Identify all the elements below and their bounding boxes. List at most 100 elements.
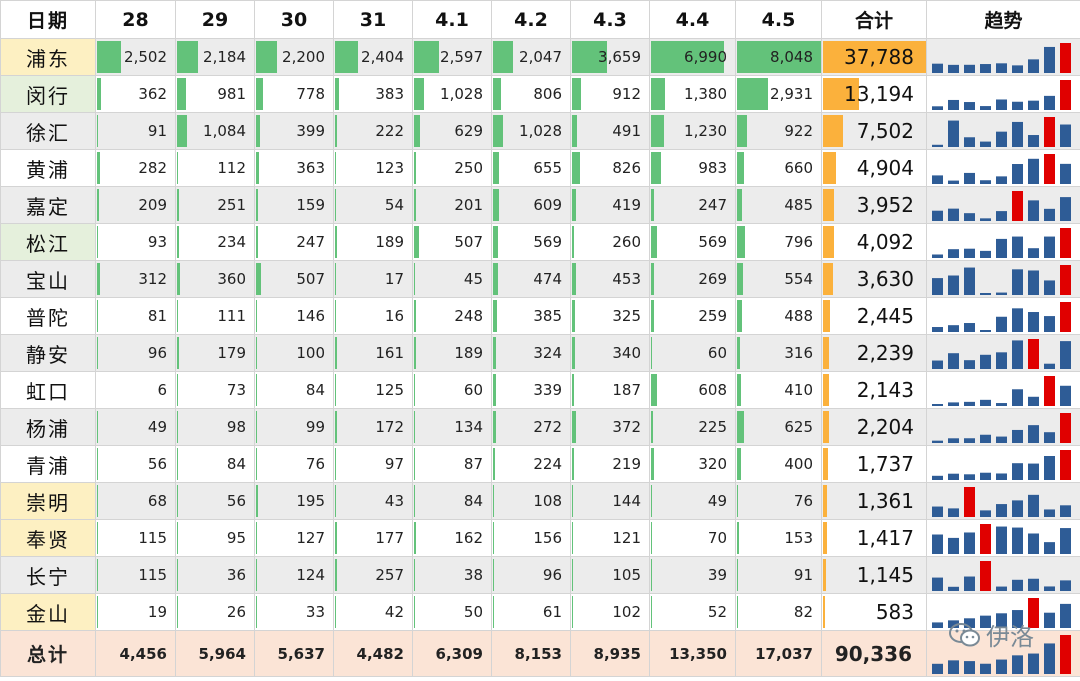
data-bar [414, 522, 416, 554]
total-bar [823, 78, 859, 110]
cell-value: 61 [542, 603, 562, 621]
header-trend: 趋势 [926, 0, 1080, 39]
row-total-cell: 4,904 [821, 149, 927, 187]
cell-value: 222 [375, 122, 404, 140]
daily-value-cell: 93 [95, 223, 176, 261]
daily-value-cell: 134 [412, 408, 492, 446]
cell-value: 153 [784, 529, 813, 547]
row-total-cell: 1,737 [821, 445, 927, 483]
daily-value-cell: 385 [491, 297, 571, 335]
sparkline-bar [1028, 494, 1039, 517]
sparkline-bar [948, 208, 959, 221]
data-bar [737, 559, 738, 591]
data-bar [335, 78, 339, 110]
sparkline-bar [1044, 542, 1055, 554]
data-bar [256, 485, 258, 517]
cell-value: 95 [226, 529, 246, 547]
table-row: 青浦 56 84 76 97 87 224 219 320 400 1,737 [0, 445, 1080, 483]
daily-value-cell: 259 [649, 297, 736, 335]
trend-sparkline [926, 556, 1080, 594]
sparkline-bar [1028, 59, 1039, 73]
trend-sparkline [926, 75, 1080, 113]
daily-value-cell: 111 [175, 297, 255, 335]
total-bar [823, 337, 830, 369]
footer-value: 4,456 [95, 630, 176, 677]
sparkline-bar [1028, 200, 1039, 221]
daily-value-cell: 453 [570, 260, 650, 298]
daily-value-cell: 224 [491, 445, 571, 483]
trend-sparkline [926, 149, 1080, 187]
cell-value: 1,028 [440, 85, 483, 103]
sparkline-bar [932, 360, 943, 369]
sparkline-bar [996, 526, 1007, 554]
daily-value-cell: 2,931 [735, 75, 822, 113]
daily-value-cell: 146 [254, 297, 334, 335]
data-bar [177, 300, 179, 332]
cell-value: 3,659 [598, 48, 641, 66]
sparkline-svg [932, 598, 1071, 628]
sparkline-bar [932, 175, 943, 184]
data-bar [414, 337, 416, 369]
daily-value-cell: 8,048 [735, 38, 822, 76]
total-value: 1,361 [856, 489, 914, 513]
sparkline-bar [932, 327, 943, 332]
sparkline-bar [996, 403, 1007, 406]
sparkline-bar [1028, 100, 1039, 110]
header-row: 日期 28 29 30 31 4.1 4.2 4.3 4.4 4.5 合计 趋势 [0, 0, 1080, 39]
daily-value-cell: 362 [95, 75, 176, 113]
data-bar [572, 78, 581, 110]
cell-value: 385 [533, 307, 562, 325]
cell-value: 399 [296, 122, 325, 140]
daily-value-cell: 73 [175, 371, 255, 409]
cell-value: 144 [612, 492, 641, 510]
data-bar [256, 448, 257, 480]
total-value: 2,445 [856, 304, 914, 328]
sparkline-bar [1044, 95, 1055, 110]
cell-value: 1,028 [519, 122, 562, 140]
row-total-cell: 37,788 [821, 38, 927, 76]
footer-value: 8,935 [570, 630, 650, 677]
sparkline-bar [964, 532, 975, 554]
cell-value: 38 [463, 566, 483, 584]
data-bar [572, 411, 576, 443]
cell-value: 121 [612, 529, 641, 547]
cell-value: 54 [384, 196, 404, 214]
cell-value: 2,200 [282, 48, 325, 66]
cell-value: 50 [463, 603, 483, 621]
data-bar [335, 189, 336, 221]
sparkline-bar [948, 473, 959, 480]
daily-value-cell: 195 [254, 482, 334, 520]
sparkline-bar [1044, 280, 1055, 295]
daily-value-cell: 115 [95, 556, 176, 594]
cell-value: 82 [793, 603, 813, 621]
cell-value: 383 [375, 85, 404, 103]
data-bar [651, 448, 655, 480]
total-bar [823, 485, 827, 517]
data-bar [572, 485, 574, 517]
data-bar [256, 226, 259, 258]
cell-value: 17 [384, 270, 404, 288]
data-bar [256, 522, 258, 554]
sparkline-bar [964, 64, 975, 73]
daily-value-cell: 123 [333, 149, 413, 187]
sparkline-bar [1028, 312, 1039, 332]
cell-value: 33 [305, 603, 325, 621]
cell-value: 259 [698, 307, 727, 325]
table-row: 长宁 115 36 124 257 38 96 105 39 91 1,145 [0, 556, 1080, 594]
data-bar [651, 263, 654, 295]
data-bar [651, 411, 654, 443]
footer-trend-sparkline [926, 630, 1080, 677]
sparkline-bar [980, 434, 991, 443]
cell-value: 179 [217, 344, 246, 362]
daily-value-cell: 179 [175, 334, 255, 372]
daily-value-cell: 778 [254, 75, 334, 113]
daily-value-cell: 2,404 [333, 38, 413, 76]
sparkline-bar [1044, 208, 1055, 221]
cell-value: 569 [533, 233, 562, 251]
sparkline-bar [1044, 316, 1055, 332]
table-row: 普陀 81 111 146 16 248 385 325 259 488 2,445 [0, 297, 1080, 335]
daily-value-cell: 340 [570, 334, 650, 372]
daily-value-cell: 84 [175, 445, 255, 483]
cell-value: 2,047 [519, 48, 562, 66]
data-bar [177, 337, 179, 369]
